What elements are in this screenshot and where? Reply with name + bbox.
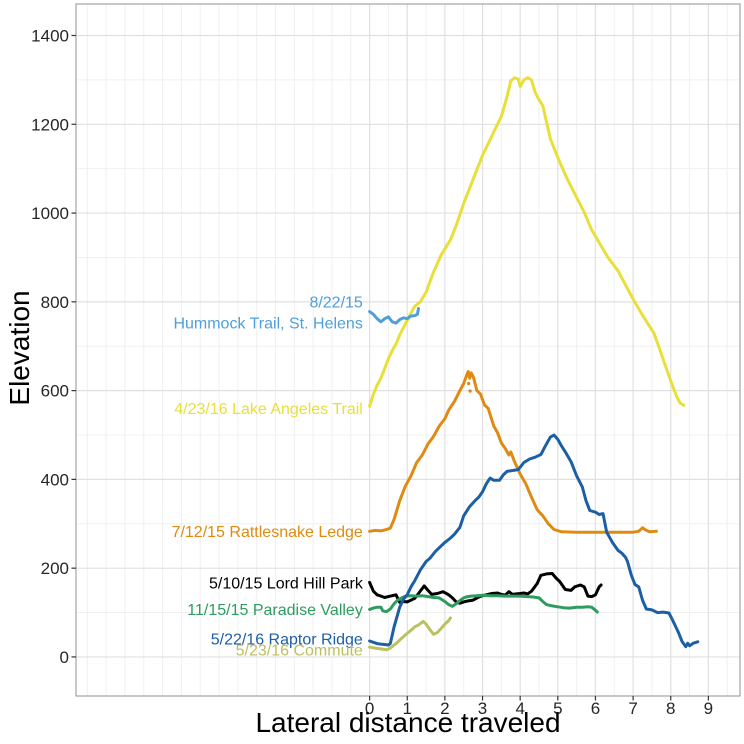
x-tick-label: 7 [628,699,637,718]
series-label-raptor-ridge: 5/22/16 Raptor Ridge [211,632,363,649]
series-line-raptor-ridge [368,433,700,649]
y-tick-label: 1000 [31,204,69,223]
series-line-hummock [368,307,420,325]
y-tick-label: 600 [41,382,69,401]
series-gap-dot-rattlesnake [466,381,471,386]
series-label-hummock: 8/22/15 [309,294,362,311]
y-tick-label: 0 [60,648,69,667]
x-tick-label: 6 [591,699,600,718]
x-tick-label: 8 [666,699,675,718]
series-label-lord-hill: 5/10/15 Lord Hill Park [209,575,364,592]
y-tick-label: 800 [41,293,69,312]
series-line-lake-angeles [368,76,686,408]
series-label-lake-angeles: 4/23/16 Lake Angeles Trail [174,401,363,418]
x-tick-label: 2 [440,699,449,718]
x-tick-label: 9 [704,699,713,718]
x-tick-label: 3 [478,699,487,718]
x-tick-label: 5 [553,699,562,718]
y-tick-label: 1400 [31,27,69,46]
series-label-paradise-valley: 11/15/15 Paradise Valley [187,602,363,619]
x-tick-label: 4 [515,699,524,718]
series-label-rattlesnake: 7/12/15 Rattlesnake Ledge [172,524,363,541]
panel-border [75,3,741,697]
x-tick-label: 1 [403,699,412,718]
y-tick-label: 1200 [31,115,69,134]
series-line-paradise-valley [368,593,599,614]
y-axis-title: Elevation [4,290,35,406]
series-label-commute: 5/23/16 Commute [236,642,363,659]
series-line-commute [368,616,452,652]
x-tick-label: 0 [365,699,374,718]
x-axis-title: Lateral distance traveled [255,707,561,738]
plot-panel [76,4,740,696]
series-label-hummock: Hummock Trail, St. Helens [173,316,362,333]
y-tick-label: 200 [41,559,69,578]
series-line-rattlesnake [368,370,658,534]
y-tick-label: 400 [41,470,69,489]
series-gap-dot-rattlesnake [468,389,472,393]
